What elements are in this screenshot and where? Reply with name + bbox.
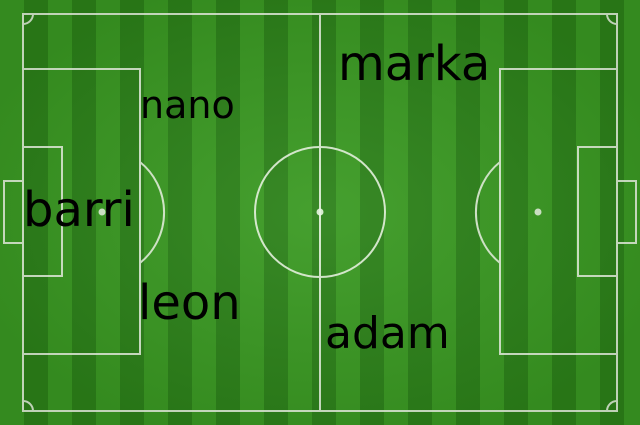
right-penalty-arc [474, 161, 501, 264]
player-name-nano[interactable]: nano [140, 83, 235, 127]
corner-arc-bottom-right [606, 400, 618, 412]
corner-arc-bottom-left [22, 400, 34, 412]
center-circle [254, 146, 386, 278]
player-name-adam[interactable]: adam [325, 308, 450, 359]
right-goal [616, 180, 637, 244]
corner-arc-top-left [22, 13, 34, 25]
player-name-marka[interactable]: marka [338, 36, 491, 92]
center-spot [316, 208, 324, 216]
left-penalty-arc [139, 161, 166, 264]
left-penalty-spot [98, 208, 106, 216]
right-goal-area [577, 146, 618, 277]
player-name-leon[interactable]: leon [138, 275, 241, 331]
right-penalty-spot [534, 208, 542, 216]
corner-arc-top-right [606, 13, 618, 25]
player-name-barri[interactable]: barri [23, 182, 135, 238]
left-goal [3, 180, 24, 244]
right-penalty-area [499, 68, 618, 355]
